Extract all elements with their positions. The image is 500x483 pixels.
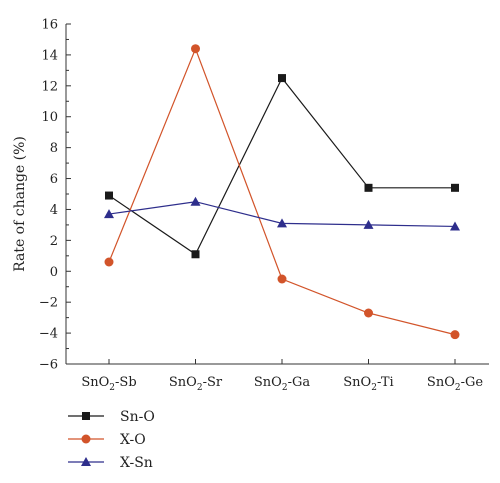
y-tick-label: −2 xyxy=(39,296,58,311)
legend-item-sn-o: Sn-O xyxy=(68,409,155,425)
y-tick-label: 10 xyxy=(41,110,58,125)
data-point-sn-o xyxy=(451,183,459,192)
x-tick-label-subscript: 2 xyxy=(109,383,115,393)
data-point-sn-o xyxy=(191,250,200,259)
series-x-sn xyxy=(104,196,460,231)
x-tick-label-suffix: -Ti xyxy=(377,375,394,390)
data-point-x-sn xyxy=(363,219,374,229)
legend-marker xyxy=(82,412,90,420)
y-tick-label: 6 xyxy=(50,172,58,187)
series-sn-o xyxy=(105,74,459,259)
x-tick-label-suffix: -Ga xyxy=(288,375,311,390)
y-tick-label: 16 xyxy=(41,18,58,33)
y-tick-label: 8 xyxy=(50,141,58,156)
x-tick-label-base: SnO xyxy=(427,375,455,390)
x-tick-label-subscript: 2 xyxy=(455,383,461,393)
series-x-o xyxy=(104,44,460,340)
x-tick-label: SnO2-Sb xyxy=(81,375,136,393)
data-point-x-sn xyxy=(104,209,114,219)
legend-marker xyxy=(81,434,91,444)
data-point-sn-o xyxy=(278,74,286,83)
legend-item-x-sn: X-Sn xyxy=(68,455,153,471)
y-tick-label: 2 xyxy=(50,234,58,249)
y-tick-label: 12 xyxy=(41,79,58,94)
x-tick-label: SnO2-Sr xyxy=(169,375,223,393)
data-point-x-sn xyxy=(450,221,460,231)
axes xyxy=(65,24,489,365)
data-point-sn-o xyxy=(105,191,113,200)
legend-item-x-o: X-O xyxy=(68,432,146,448)
data-point-x-o xyxy=(277,274,287,284)
x-tick-label-subscript: 2 xyxy=(197,383,203,393)
data-point-x-o xyxy=(104,257,114,267)
x-tick-label-base: SnO xyxy=(81,375,109,390)
x-tick-label-suffix: -Ge xyxy=(461,375,484,390)
x-tick-label-base: SnO xyxy=(343,375,371,390)
x-tick-label: SnO2-Ga xyxy=(254,375,310,393)
x-tick-label-subscript: 2 xyxy=(371,383,377,393)
data-point-x-sn xyxy=(190,196,201,206)
x-tick-label-suffix: -Sr xyxy=(203,375,223,390)
legend-label: Sn-O xyxy=(120,409,155,425)
x-tick-label-subscript: 2 xyxy=(282,383,288,393)
series-layer xyxy=(104,44,460,340)
x-tick-label: SnO2-Ti xyxy=(343,375,393,393)
x-tick-label: SnO2-Ge xyxy=(427,375,483,393)
y-tick-label: −6 xyxy=(39,358,58,373)
legend-marker xyxy=(81,457,91,466)
y-tick-label: 0 xyxy=(50,265,58,280)
data-point-sn-o xyxy=(364,183,373,192)
legend-label: X-Sn xyxy=(120,455,153,471)
x-tick-label-suffix: -Sb xyxy=(115,375,137,390)
y-tick-label: −4 xyxy=(39,327,58,342)
x-axis-ticks: SnO2-Sb SnO2-Sr SnO2-Ga SnO2-Ti SnO2-Ge xyxy=(81,359,483,393)
legend-label: X-O xyxy=(120,432,146,448)
y-tick-label: 14 xyxy=(41,48,58,63)
data-point-x-o xyxy=(364,308,373,318)
series-line-sn-o xyxy=(108,76,455,256)
x-tick-label-base: SnO xyxy=(169,375,197,390)
legend: Sn-O X-O X-Sn xyxy=(68,409,155,471)
data-point-x-o xyxy=(450,330,460,340)
data-point-x-o xyxy=(191,44,200,54)
data-point-x-sn xyxy=(277,218,287,228)
series-line-x-o xyxy=(108,47,456,336)
y-axis-ticks: −6 −4 −2 0 2 4 6 8 10 12 14 16 xyxy=(39,18,71,373)
x-tick-label-base: SnO xyxy=(254,375,282,390)
y-tick-label: 4 xyxy=(50,203,58,218)
y-axis-title: Rate of change (%) xyxy=(12,136,28,272)
